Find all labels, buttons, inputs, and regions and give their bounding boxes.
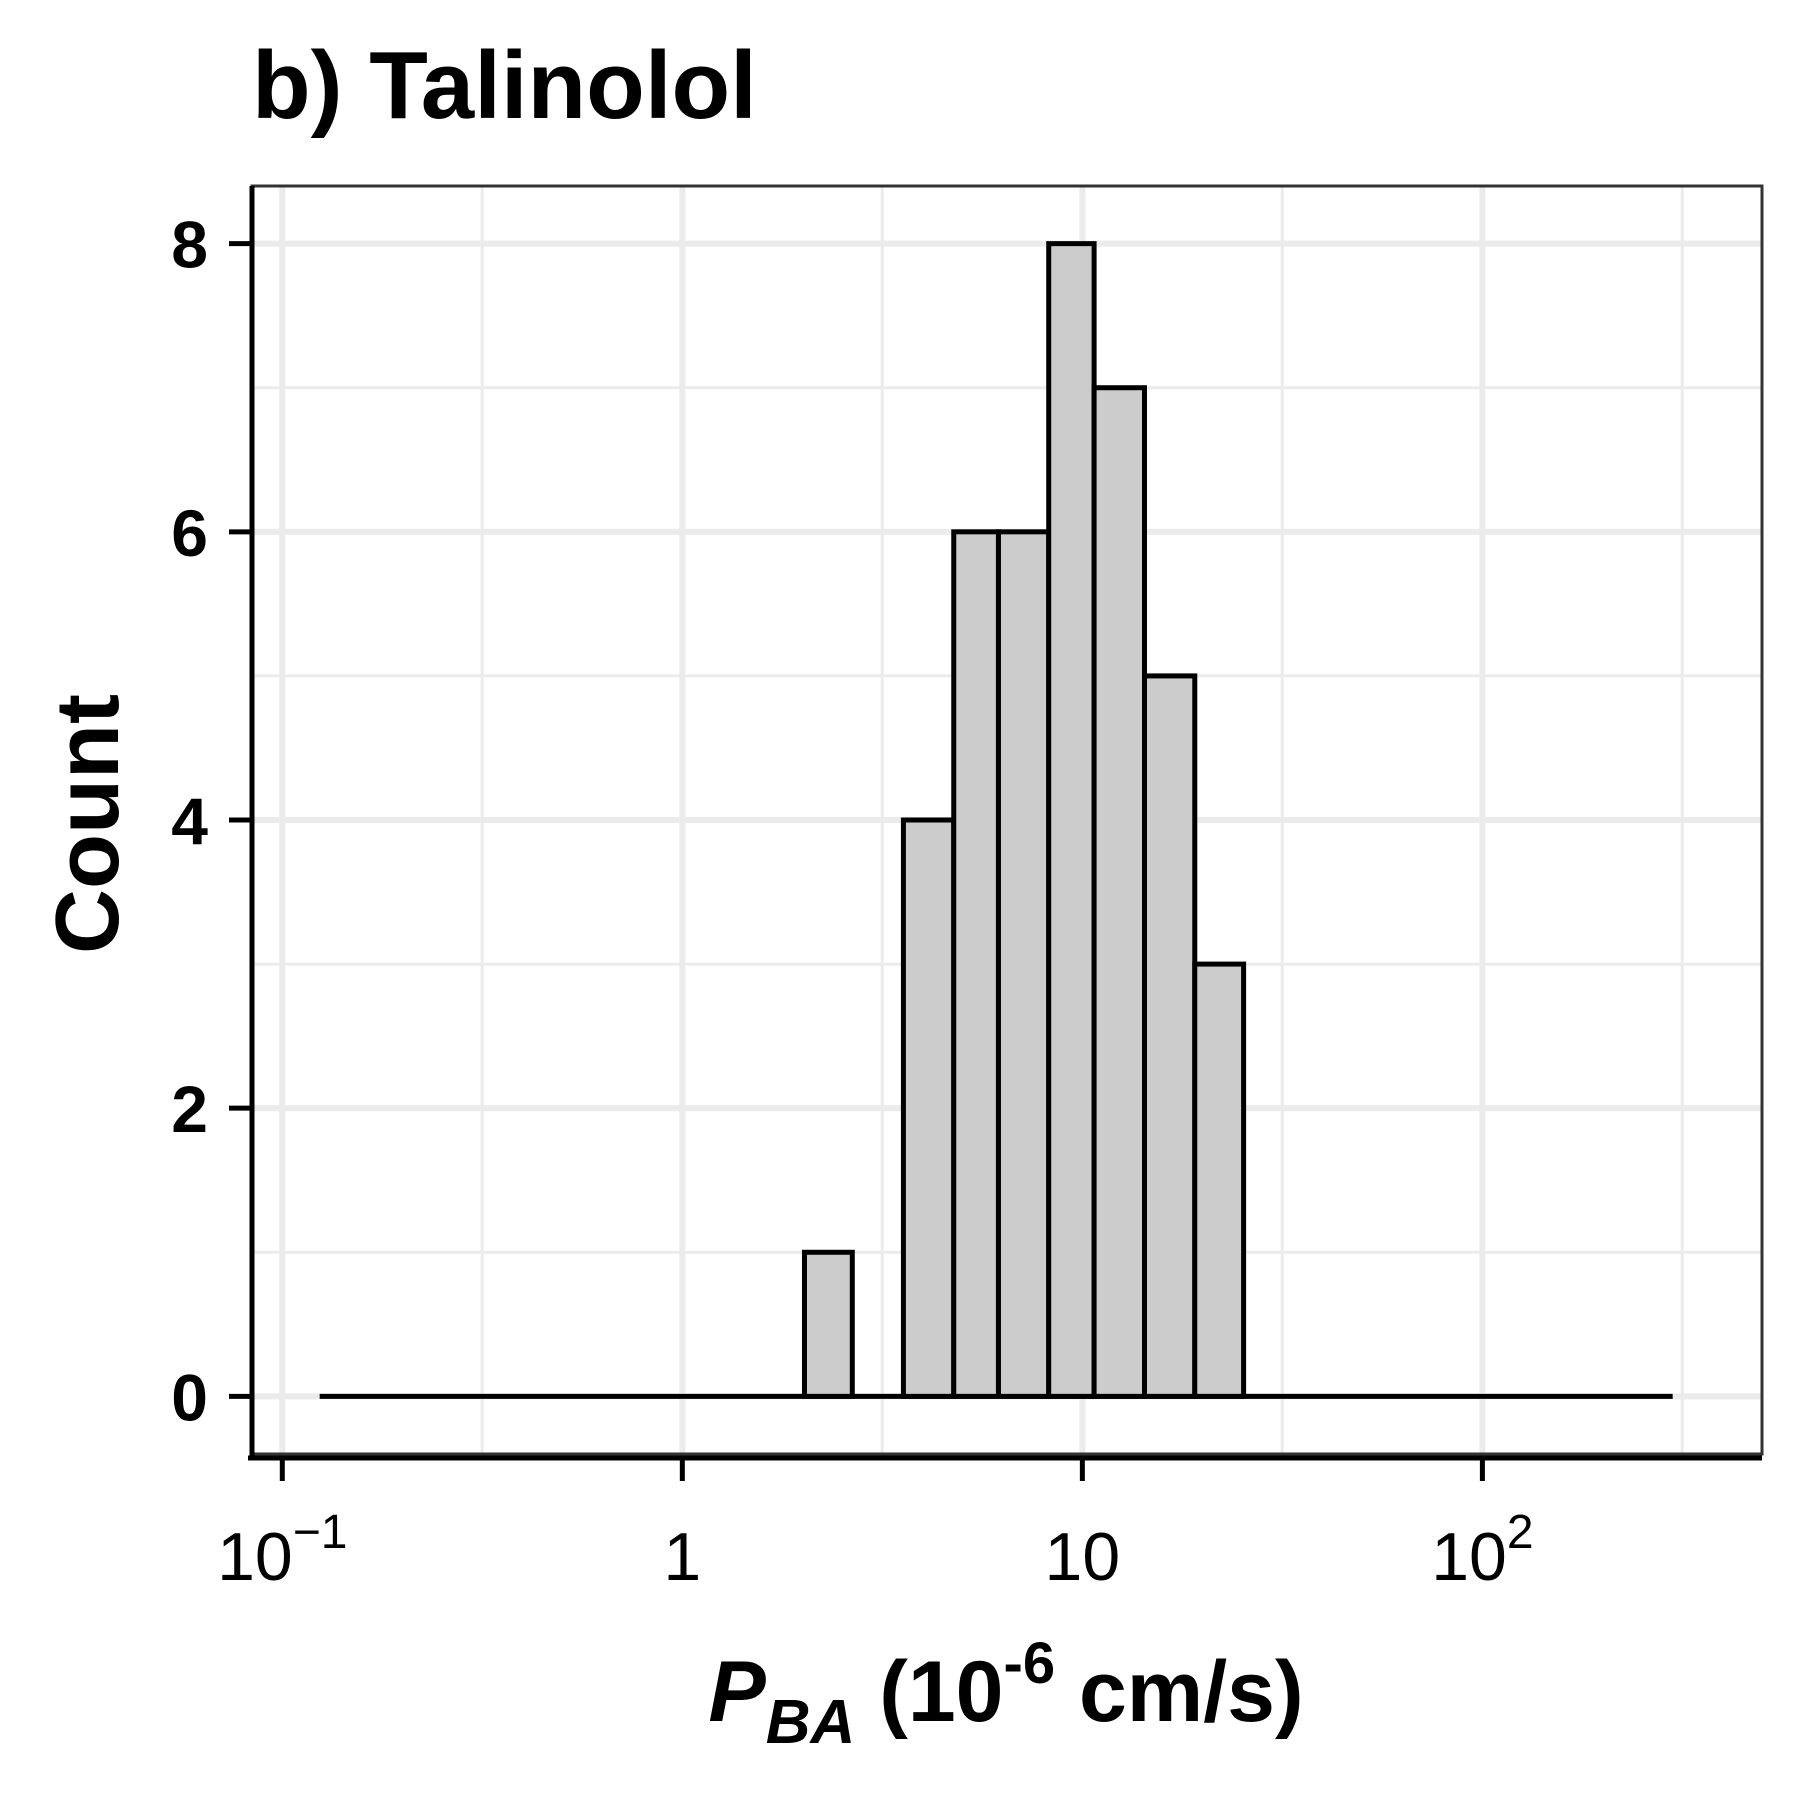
x-axis-label-main: P bbox=[708, 1644, 766, 1740]
x-tick-label-3: 102 bbox=[1431, 1506, 1533, 1595]
x-axis-label-subscript: BA bbox=[766, 1688, 856, 1757]
y-tick-label-2: 4 bbox=[171, 784, 208, 858]
y-tick-label-1: 2 bbox=[171, 1072, 208, 1146]
histogram-bar-4 bbox=[1046, 241, 1097, 1399]
x-axis-label: PBA (10-6 cm/s) bbox=[708, 1631, 1303, 1757]
x-tick-label-2: 10 bbox=[1045, 1519, 1121, 1595]
y-axis-label: Count bbox=[38, 694, 138, 954]
histogram-bar-3 bbox=[995, 529, 1052, 1399]
x-tick-label-0: 10−1 bbox=[217, 1506, 347, 1595]
y-tick-label-0: 0 bbox=[171, 1360, 208, 1434]
histogram-bar-1 bbox=[900, 817, 957, 1399]
x-axis-ticks: 10−1 1 10 102 bbox=[217, 1458, 1534, 1595]
y-tick-label-4: 8 bbox=[171, 208, 208, 282]
histogram-bar-5 bbox=[1091, 385, 1147, 1399]
histogram-bar-7 bbox=[1192, 961, 1247, 1399]
histogram-bar-0 bbox=[801, 1249, 855, 1399]
chart-title: b) Talinolol bbox=[252, 32, 757, 139]
x-axis-label-unit-exponent: -6 bbox=[1004, 1631, 1056, 1696]
x-axis-label-unit-open: (10 bbox=[855, 1644, 1003, 1740]
y-axis-ticks: 0 2 4 6 8 bbox=[171, 208, 252, 1434]
x-axis-label-unit-close: cm/s) bbox=[1055, 1644, 1304, 1740]
x-tick-label-1: 1 bbox=[663, 1519, 701, 1595]
y-tick-label-3: 6 bbox=[171, 496, 208, 570]
histogram-bars bbox=[801, 241, 1247, 1399]
histogram-bar-2 bbox=[951, 529, 1001, 1399]
histogram-bar-6 bbox=[1141, 673, 1198, 1399]
